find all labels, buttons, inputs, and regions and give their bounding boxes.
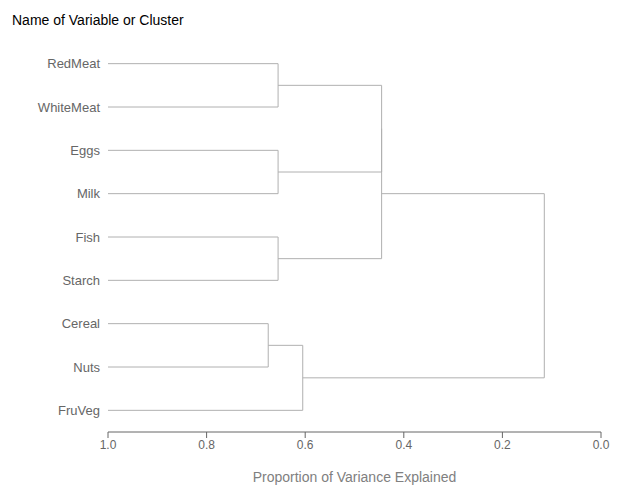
svg-text:Nuts: Nuts xyxy=(73,360,100,375)
svg-text:0.8: 0.8 xyxy=(198,438,215,452)
svg-text:Cereal: Cereal xyxy=(62,316,100,331)
svg-text:Proportion of Variance Explain: Proportion of Variance Explained xyxy=(253,469,457,485)
svg-text:0.6: 0.6 xyxy=(297,438,314,452)
svg-text:0.0: 0.0 xyxy=(593,438,610,452)
svg-text:Milk: Milk xyxy=(77,186,101,201)
svg-text:Starch: Starch xyxy=(62,273,100,288)
svg-text:0.2: 0.2 xyxy=(494,438,511,452)
svg-text:Fish: Fish xyxy=(75,230,100,245)
svg-text:FruVeg: FruVeg xyxy=(58,403,100,418)
html-text:Name of Variable or Cluster: Name of Variable or Cluster xyxy=(12,12,184,28)
svg-text:WhiteMeat: WhiteMeat xyxy=(38,100,101,115)
svg-text:RedMeat: RedMeat xyxy=(47,56,100,71)
svg-text:Eggs: Eggs xyxy=(70,143,100,158)
svg-text:1.0: 1.0 xyxy=(100,438,117,452)
svg-text:0.4: 0.4 xyxy=(395,438,412,452)
